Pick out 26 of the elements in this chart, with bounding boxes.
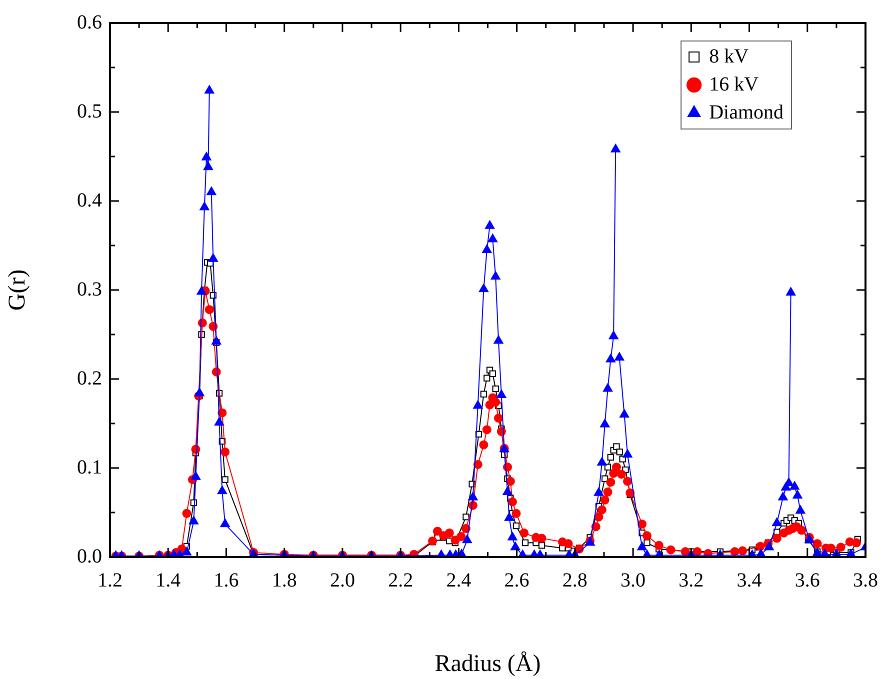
x-tick-label: 1.4 xyxy=(156,569,181,592)
x-tick-label: 1.2 xyxy=(98,569,122,592)
x-tick-label: 1.6 xyxy=(214,569,239,592)
x-tick-label: 2.8 xyxy=(562,569,588,592)
y-tick-label: 0.6 xyxy=(77,11,102,34)
x-tick-label: 3.6 xyxy=(794,569,820,592)
x-tick-label: 3.2 xyxy=(678,569,704,592)
x-tick-label: 2.6 xyxy=(504,569,530,592)
x-tick-label: 3.0 xyxy=(620,569,646,592)
x-tick-label: 2.2 xyxy=(388,569,414,592)
legend-label: 16 kV xyxy=(709,73,760,96)
x-tick-label: 1.8 xyxy=(272,569,297,592)
y-tick-label: 0.3 xyxy=(77,278,102,300)
y-tick-label: 0.1 xyxy=(77,456,102,478)
y-tick-label: 0.5 xyxy=(77,100,102,122)
y-tick-label: 0.2 xyxy=(77,367,102,390)
legend-label: Diamond xyxy=(709,101,784,124)
x-tick-label: 2.4 xyxy=(446,569,472,592)
x-axis-title: Radius (Å) xyxy=(434,650,541,677)
x-tick-label: 3.4 xyxy=(736,569,762,592)
legend-label: 8 kV xyxy=(709,45,750,68)
y-tick-label: 0.0 xyxy=(77,545,102,568)
y-axis-title: G(r) xyxy=(4,269,31,311)
y-tick-label: 0.4 xyxy=(77,189,102,212)
x-tick-label: 3.8 xyxy=(853,569,878,592)
x-tick-label: 2.0 xyxy=(330,569,355,592)
